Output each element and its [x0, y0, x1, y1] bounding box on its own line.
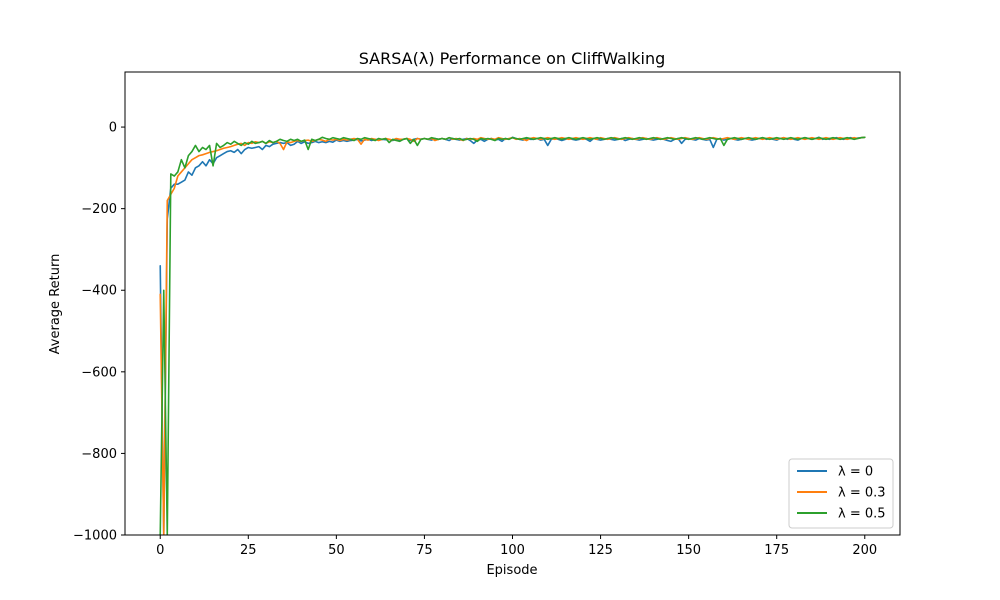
x-tick-label: 125 [588, 543, 613, 558]
x-tick-label: 0 [156, 543, 164, 558]
legend-label: λ = 0.3 [838, 486, 886, 501]
y-tick-label: −400 [81, 284, 117, 299]
series-layer [159, 136, 866, 535]
x-tick-label: 25 [240, 543, 257, 558]
x-tick-label: 75 [416, 543, 433, 558]
plot-area [124, 71, 901, 536]
x-tick-label: 200 [852, 543, 877, 558]
y-tick-label: −800 [81, 447, 117, 462]
y-axis: 0 −200 −400 −600 −800 −1000 [73, 121, 125, 544]
x-axis-label: Episode [486, 563, 537, 578]
x-tick-label: 175 [764, 543, 789, 558]
y-tick-label: 0 [109, 121, 117, 136]
legend-label: λ = 0 [838, 465, 873, 480]
x-axis: 0 25 50 75 100 125 150 175 200 [156, 535, 877, 558]
x-tick-label: 150 [676, 543, 701, 558]
y-axis-label: Average Return [48, 254, 63, 355]
y-tick-label: −200 [81, 202, 117, 217]
x-tick-label: 100 [500, 543, 525, 558]
y-tick-label: −600 [81, 365, 117, 380]
legend: λ = 0 λ = 0.3 λ = 0.5 [788, 458, 894, 529]
chart-title: SARSA(λ) Performance on CliffWalking [359, 49, 666, 68]
legend-box [788, 458, 894, 529]
series-line-2 [159, 136, 866, 535]
y-tick-label: −1000 [73, 529, 117, 544]
x-tick-label: 50 [328, 543, 345, 558]
legend-label: λ = 0.5 [838, 507, 886, 522]
